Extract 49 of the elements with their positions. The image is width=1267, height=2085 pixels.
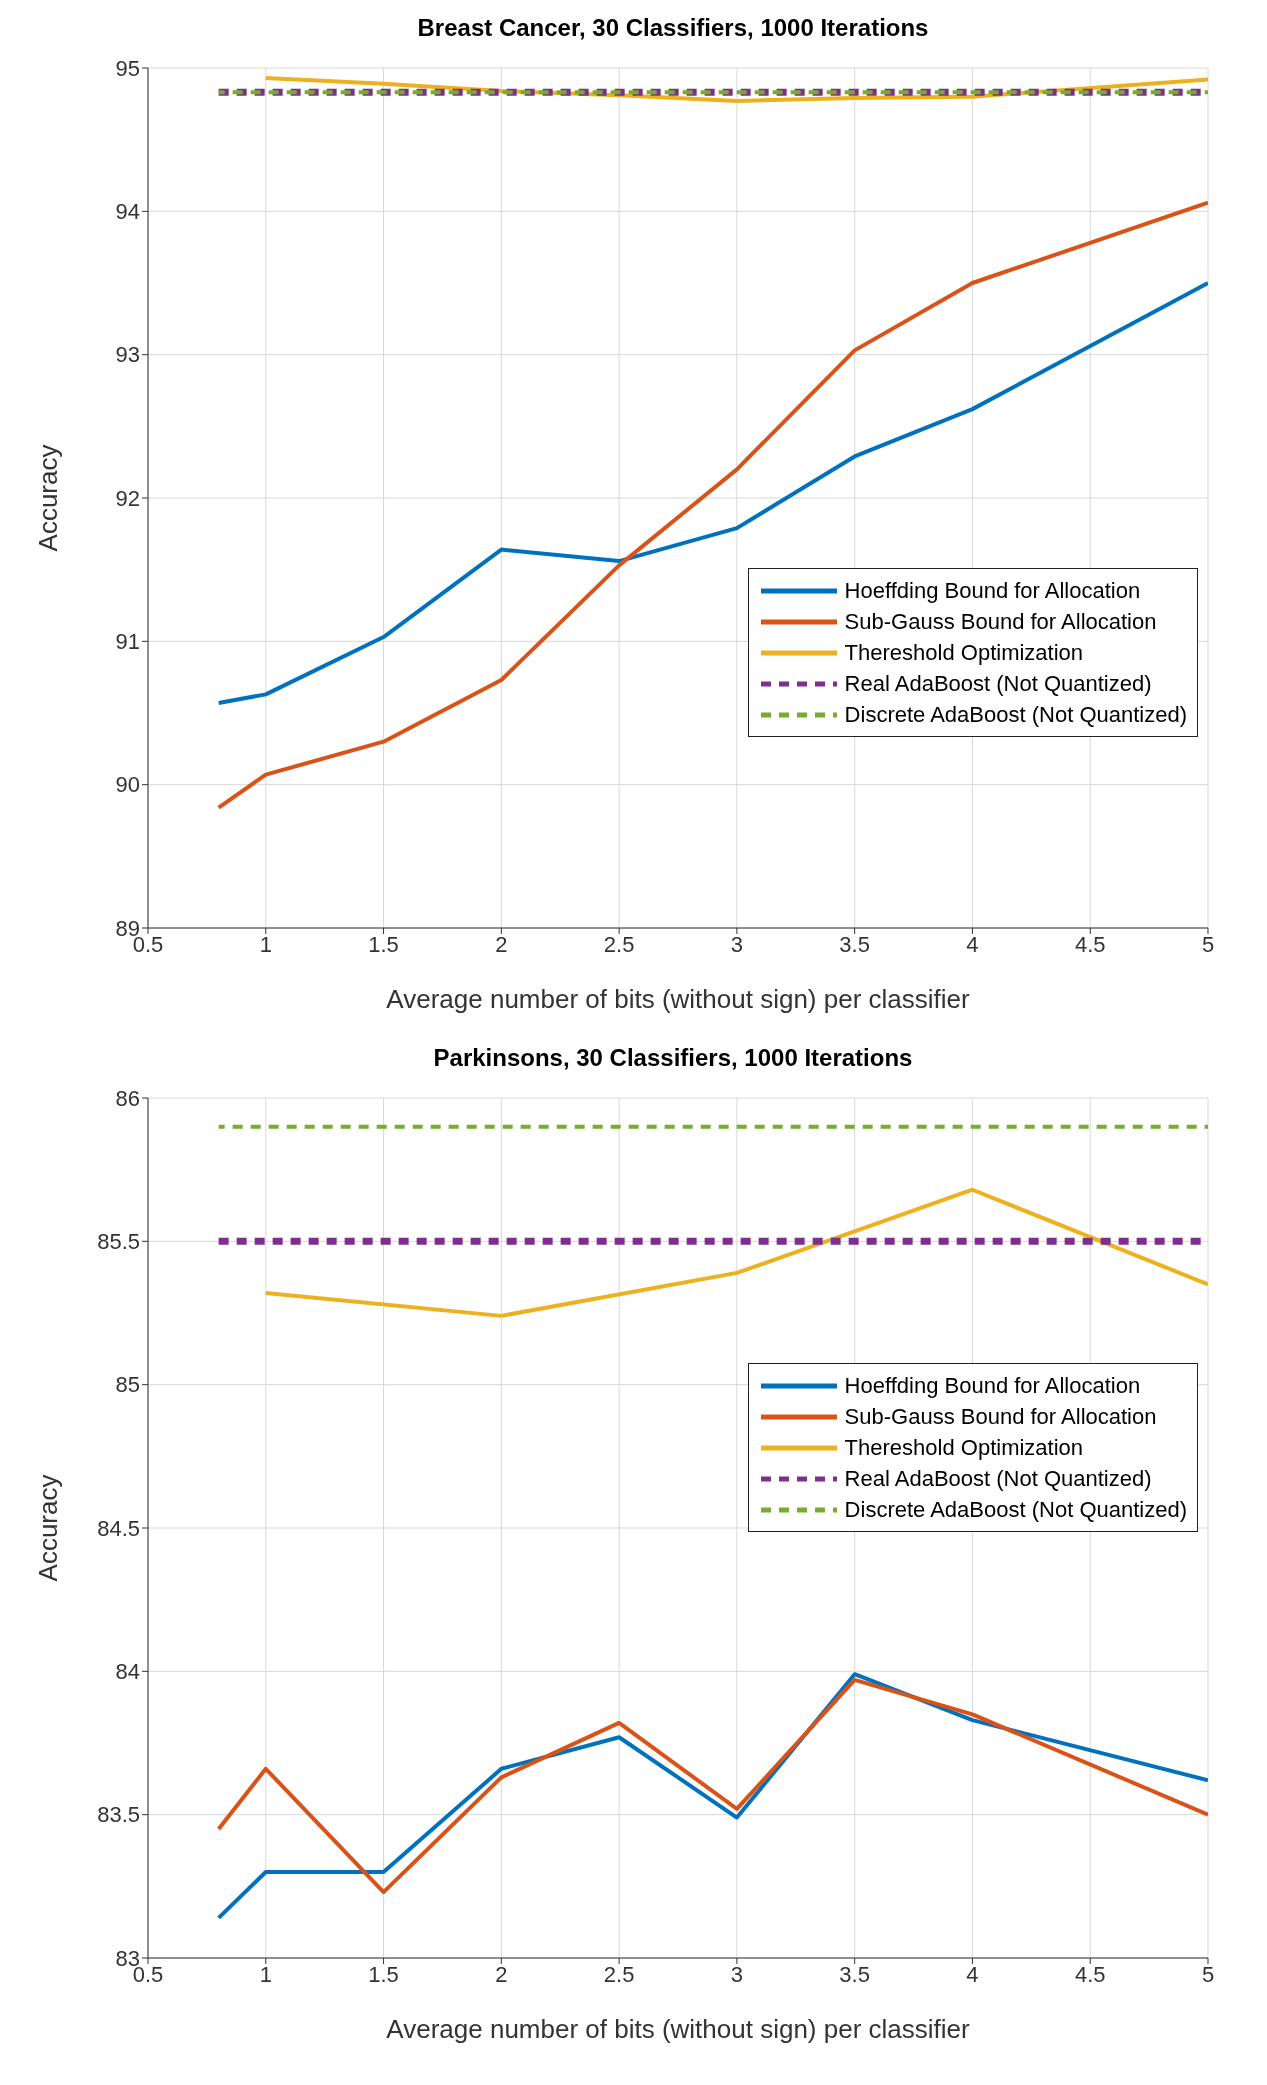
- x-tick-label: 5: [1201, 931, 1215, 957]
- x-tick-label: 4: [966, 931, 979, 957]
- y-tick-label: 85: [115, 1372, 140, 1398]
- x-tick-label: 2.5: [603, 1961, 635, 1987]
- y-tick-label: 91: [115, 629, 140, 655]
- x-tick-label: 3.5: [839, 931, 870, 957]
- y-tick-label: 94: [115, 199, 140, 225]
- x-tick-label: 2: [495, 931, 508, 957]
- x-tick-label: 4.5: [1074, 1961, 1106, 1987]
- line-series: [216, 281, 1208, 705]
- x-tick-label: 3: [730, 1961, 744, 1987]
- x-axis-title: Average number of bits (without sign) per classifier: [386, 984, 971, 1014]
- x-tick-label: 1: [259, 931, 272, 957]
- y-axis-title: Accuracy: [33, 444, 64, 552]
- y-tick-label: 93: [115, 342, 140, 368]
- line-series: [263, 1187, 1208, 1318]
- y-tick-label: 92: [115, 485, 140, 511]
- chart-title: Breast Cancer, 30 Classifiers, 1000 Iterations: [416, 13, 930, 43]
- y-axis-title: Accuracy: [33, 1474, 64, 1582]
- legend-label: Sub-Gauss Bound for Allocation: [844, 1403, 1157, 1430]
- y-tick-label: 86: [115, 1085, 140, 1111]
- y-tick-label: 90: [115, 772, 140, 798]
- y-tick-label: 84: [115, 1659, 140, 1685]
- legend-label: Thereshold Optimization: [844, 639, 1084, 666]
- legend-label: Discrete AdaBoost (Not Quantized): [844, 701, 1187, 728]
- legend-label: Hoeffding Bound for Allocation: [844, 577, 1141, 604]
- y-tick-label: 83.5: [97, 1802, 140, 1828]
- x-tick-label: 2.5: [603, 931, 635, 957]
- chart-title: Parkinsons, 30 Classifiers, 1000 Iterations: [432, 1043, 914, 1073]
- line-series: [216, 200, 1208, 810]
- legend-label: Real AdaBoost (Not Quantized): [844, 1465, 1152, 1492]
- x-tick-label: 1.5: [368, 931, 399, 957]
- legend-label: Real AdaBoost (Not Quantized): [844, 670, 1152, 697]
- y-tick-label: 85.5: [97, 1229, 140, 1255]
- x-axis-title: Average number of bits (without sign) per classifier: [386, 2014, 971, 2044]
- x-tick-label: 4.5: [1074, 931, 1106, 957]
- legend-label: Hoeffding Bound for Allocation: [844, 1372, 1141, 1399]
- x-tick-label: 1: [259, 1961, 272, 1987]
- legend-label: Thereshold Optimization: [844, 1434, 1084, 1461]
- x-tick-label: 3: [730, 931, 744, 957]
- y-tick-label: 95: [115, 55, 140, 81]
- x-tick-label: 5: [1201, 1961, 1215, 1987]
- x-tick-label: 2: [495, 1961, 508, 1987]
- x-tick-label: 1.5: [368, 1961, 399, 1987]
- legend-label: Discrete AdaBoost (Not Quantized): [844, 1496, 1187, 1523]
- legend-label: Sub-Gauss Bound for Allocation: [844, 608, 1157, 635]
- x-tick-label: 3.5: [839, 1961, 870, 1987]
- y-tick-label: 84.5: [97, 1515, 140, 1541]
- x-tick-label: 4: [966, 1961, 979, 1987]
